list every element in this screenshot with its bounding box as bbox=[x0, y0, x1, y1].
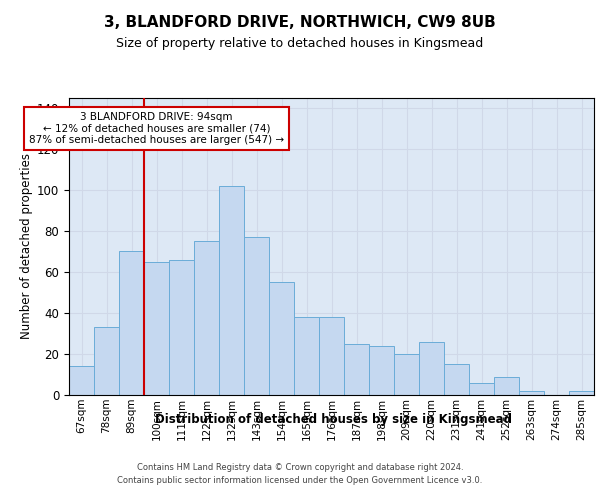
Bar bbox=[319, 317, 344, 395]
Bar bbox=[269, 282, 294, 395]
Text: Contains public sector information licensed under the Open Government Licence v3: Contains public sector information licen… bbox=[118, 476, 482, 485]
Bar bbox=[469, 382, 494, 395]
Bar bbox=[519, 391, 544, 395]
Bar bbox=[294, 317, 319, 395]
Text: 3 BLANDFORD DRIVE: 94sqm
← 12% of detached houses are smaller (74)
87% of semi-d: 3 BLANDFORD DRIVE: 94sqm ← 12% of detach… bbox=[29, 112, 284, 145]
Bar bbox=[244, 237, 269, 395]
Bar bbox=[194, 241, 219, 395]
Bar bbox=[494, 376, 519, 395]
Bar bbox=[419, 342, 444, 395]
Bar bbox=[369, 346, 394, 395]
Bar bbox=[444, 364, 469, 395]
Y-axis label: Number of detached properties: Number of detached properties bbox=[20, 153, 33, 340]
Bar bbox=[94, 328, 119, 395]
Bar bbox=[169, 260, 194, 395]
Text: Distribution of detached houses by size in Kingsmead: Distribution of detached houses by size … bbox=[155, 412, 512, 426]
Bar bbox=[119, 252, 144, 395]
Text: 3, BLANDFORD DRIVE, NORTHWICH, CW9 8UB: 3, BLANDFORD DRIVE, NORTHWICH, CW9 8UB bbox=[104, 15, 496, 30]
Bar bbox=[219, 186, 244, 395]
Text: Contains HM Land Registry data © Crown copyright and database right 2024.: Contains HM Land Registry data © Crown c… bbox=[137, 462, 463, 471]
Bar bbox=[394, 354, 419, 395]
Bar bbox=[144, 262, 169, 395]
Text: Size of property relative to detached houses in Kingsmead: Size of property relative to detached ho… bbox=[116, 38, 484, 51]
Bar bbox=[69, 366, 94, 395]
Bar bbox=[344, 344, 369, 395]
Bar bbox=[569, 391, 594, 395]
